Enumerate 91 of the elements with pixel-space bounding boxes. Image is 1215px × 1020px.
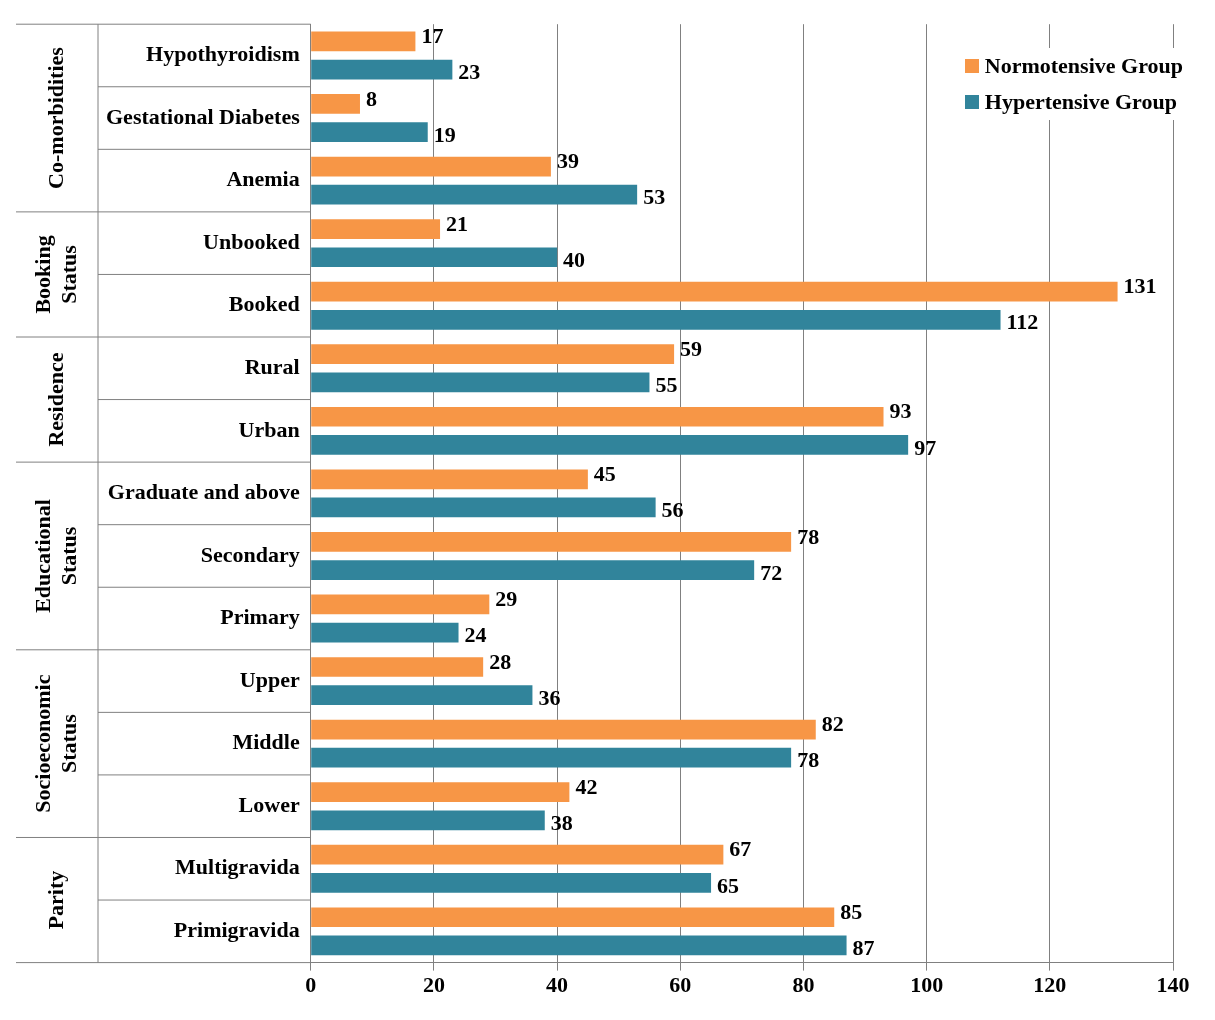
y-tick-label: Secondary bbox=[200, 541, 300, 567]
data-label: 55 bbox=[655, 372, 678, 398]
bar bbox=[311, 935, 847, 956]
data-label: 28 bbox=[489, 648, 512, 674]
bar bbox=[311, 219, 441, 239]
data-label: 17 bbox=[421, 23, 444, 49]
data-label: 131 bbox=[1123, 273, 1157, 299]
data-label: 97 bbox=[914, 434, 937, 460]
data-label: 19 bbox=[433, 121, 456, 147]
bar bbox=[311, 907, 835, 928]
data-label: 78 bbox=[797, 747, 820, 773]
bar bbox=[311, 435, 909, 455]
x-tick-label: 0 bbox=[305, 972, 317, 998]
bar bbox=[311, 810, 545, 831]
bar bbox=[311, 469, 588, 490]
text: Booking Status bbox=[29, 235, 81, 314]
x-tick-label: 40 bbox=[546, 972, 569, 998]
bar bbox=[311, 184, 638, 205]
text: Co-morbidities bbox=[42, 46, 68, 189]
data-label: 67 bbox=[729, 836, 752, 862]
y-tick-label: Primary bbox=[220, 604, 300, 630]
bar bbox=[311, 497, 656, 518]
data-label: 72 bbox=[760, 559, 783, 585]
text: Parity bbox=[42, 870, 68, 930]
data-label: 59 bbox=[680, 335, 703, 361]
bar bbox=[311, 344, 675, 365]
bar bbox=[311, 94, 360, 114]
y-tick-label: Middle bbox=[232, 729, 300, 755]
data-label: 21 bbox=[446, 210, 469, 236]
data-label: 65 bbox=[717, 872, 740, 898]
y-tick-label: Booked bbox=[228, 291, 300, 317]
bar bbox=[311, 156, 551, 177]
data-label: 38 bbox=[550, 809, 573, 835]
y-tick-label: Rural bbox=[244, 353, 300, 379]
bar bbox=[311, 31, 416, 52]
data-label: 78 bbox=[797, 523, 820, 549]
y-tick-label: Anemia bbox=[226, 166, 300, 192]
data-label: 39 bbox=[556, 148, 579, 174]
data-label: 82 bbox=[821, 711, 844, 737]
data-label: 112 bbox=[1006, 309, 1039, 335]
data-label: 40 bbox=[563, 246, 586, 272]
bar bbox=[311, 247, 558, 268]
bar bbox=[311, 560, 755, 580]
bar bbox=[311, 747, 792, 768]
bar bbox=[311, 657, 484, 677]
legend-label: Normotensive Group bbox=[984, 52, 1183, 80]
data-label: 53 bbox=[643, 184, 666, 210]
data-label: 42 bbox=[575, 773, 598, 799]
bar bbox=[311, 122, 428, 142]
x-tick-label: 140 bbox=[1156, 972, 1190, 998]
data-label: 29 bbox=[495, 586, 518, 612]
y-tick-label: Upper bbox=[239, 666, 300, 692]
bar bbox=[311, 685, 533, 706]
y-tick-label: Unbooked bbox=[203, 228, 300, 254]
data-label: 24 bbox=[464, 622, 487, 648]
y-tick-label: Urban bbox=[238, 416, 300, 442]
y-tick-label: Graduate and above bbox=[107, 479, 300, 505]
data-label: 87 bbox=[852, 935, 875, 961]
text: Residence bbox=[42, 352, 68, 447]
y-tick-label: Primigravida bbox=[173, 917, 300, 943]
y-tick-label: Lower bbox=[238, 791, 300, 817]
bar bbox=[311, 872, 712, 893]
x-tick-label: 120 bbox=[1033, 972, 1067, 998]
data-label: 23 bbox=[458, 59, 481, 85]
bar bbox=[311, 372, 650, 393]
legend-label: Hypertensive Group bbox=[984, 88, 1177, 116]
data-label: 45 bbox=[593, 461, 616, 487]
bar bbox=[311, 281, 1118, 302]
data-label: 93 bbox=[889, 398, 912, 424]
text: Socioeconomic Status bbox=[29, 674, 81, 813]
bar bbox=[311, 782, 570, 802]
data-label: 85 bbox=[840, 898, 863, 924]
bar bbox=[311, 309, 1001, 330]
x-tick-label: 60 bbox=[669, 972, 692, 998]
bar bbox=[311, 532, 792, 552]
y-tick-label: Multigravida bbox=[175, 854, 300, 880]
data-label: 8 bbox=[365, 85, 377, 111]
y-tick-label: Gestational Diabetes bbox=[106, 103, 301, 129]
bar bbox=[311, 594, 490, 615]
data-label: 36 bbox=[538, 684, 561, 710]
data-label: 56 bbox=[661, 497, 684, 523]
x-tick-label: 100 bbox=[910, 972, 944, 998]
bar bbox=[311, 719, 816, 740]
bar bbox=[311, 406, 884, 427]
y-tick-label: Hypothyroidism bbox=[146, 41, 300, 67]
x-tick-label: 20 bbox=[422, 972, 445, 998]
bar bbox=[311, 59, 453, 80]
x-tick-label: 80 bbox=[792, 972, 815, 998]
bar bbox=[311, 844, 724, 865]
bar bbox=[311, 622, 459, 643]
text: Educational Status bbox=[29, 499, 81, 613]
